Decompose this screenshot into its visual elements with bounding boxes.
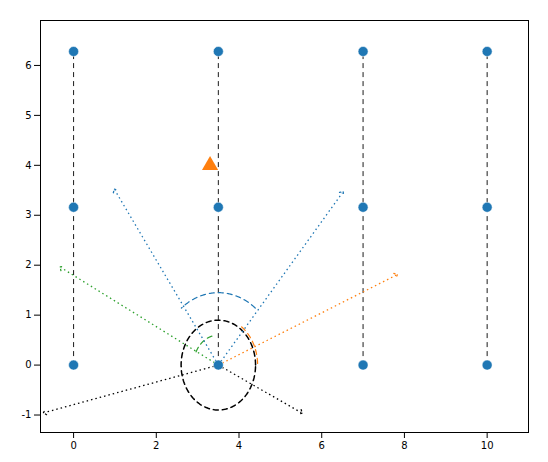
svg-text:5: 5 — [25, 110, 31, 121]
svg-text:2: 2 — [25, 259, 31, 270]
svg-text:8: 8 — [401, 440, 407, 451]
svg-text:3: 3 — [25, 209, 31, 220]
svg-text:0: 0 — [70, 440, 76, 451]
svg-text:10: 10 — [481, 440, 494, 451]
svg-text:6: 6 — [25, 60, 31, 71]
svg-text:6: 6 — [319, 440, 325, 451]
svg-text:2: 2 — [153, 440, 159, 451]
svg-text:1: 1 — [25, 309, 31, 320]
svg-text:-1: -1 — [22, 409, 32, 420]
svg-text:4: 4 — [25, 160, 31, 171]
svg-text:0: 0 — [25, 359, 31, 370]
svg-text:4: 4 — [236, 440, 242, 451]
